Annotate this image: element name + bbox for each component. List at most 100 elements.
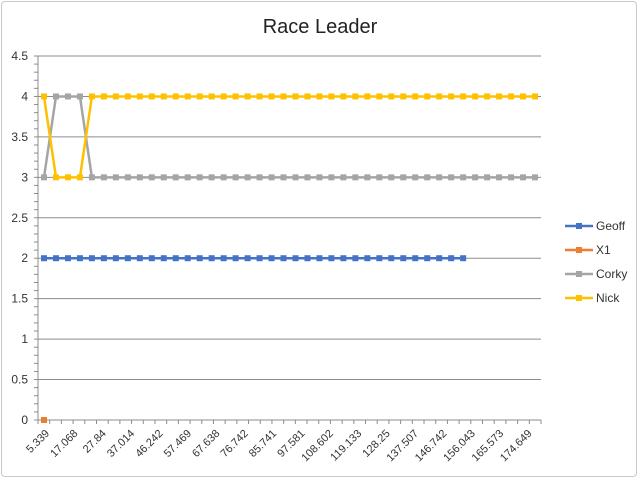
data-point [136,93,143,100]
data-point [268,255,275,262]
y-tick-label: 2.5 [11,211,28,225]
data-point [220,255,227,262]
data-point [64,93,71,100]
data-point [304,255,311,262]
data-point [136,174,143,181]
data-point [364,93,371,100]
data-point [41,174,47,181]
legend-swatch-marker [576,271,582,277]
legend-item: Corky [565,267,627,281]
series-x1 [41,417,47,423]
data-point [520,174,527,181]
data-point [316,93,323,100]
data-point [436,93,443,100]
data-point [112,93,119,100]
y-tick-label: 4.5 [11,49,28,63]
data-point [172,93,179,100]
data-point [412,93,419,100]
data-point [484,93,491,100]
data-point [508,174,515,181]
series-group [41,93,538,423]
data-point [244,93,251,100]
data-point [196,93,203,100]
data-point [268,93,275,100]
data-point [496,93,503,100]
data-point [508,93,515,100]
data-point [196,255,203,262]
data-point [160,255,167,262]
data-point [352,93,359,100]
data-point [364,174,371,181]
data-point [400,255,407,262]
legend-swatch-marker [576,295,582,301]
data-point [412,174,419,181]
data-point [376,174,383,181]
data-point [124,255,131,262]
data-point [388,174,395,181]
data-point [148,174,155,181]
x-tick-label: 76.742 [219,428,251,460]
data-point [316,255,323,262]
data-point [424,174,431,181]
data-point [244,174,251,181]
series-corky [41,93,538,181]
x-tick-label: 108.602 [299,428,336,465]
data-point [304,93,311,100]
legend-label: Nick [596,291,620,305]
x-tick-label: 119.133 [328,428,364,464]
legend-label: Geoff [596,219,626,233]
data-point [472,174,479,181]
data-point [184,93,191,100]
data-point [256,255,263,262]
data-point [76,174,83,181]
axes [37,56,542,424]
x-tick-label: 46.242 [133,428,165,460]
data-point [88,93,95,100]
data-point [112,174,119,181]
data-point [484,174,491,181]
data-point [124,93,131,100]
chart-title: Race Leader [263,16,378,38]
data-point [52,93,59,100]
x-tick-label: 67.638 [190,428,222,460]
data-point [388,255,395,262]
data-point [388,93,395,100]
y-tick-label: 0.5 [11,373,28,387]
data-point [64,255,71,262]
data-point [136,255,143,262]
legend-label: Corky [596,267,627,281]
data-point [436,255,443,262]
y-tick-label: 0 [21,413,28,427]
data-point [41,417,47,423]
data-point [160,174,167,181]
data-point [232,174,239,181]
x-tick-label: 37.014 [105,428,137,460]
y-axis-ticks: 0 0.5 1 1.5 2 2.5 3 3.5 4 4.5 [11,49,28,427]
data-point [412,255,419,262]
data-point [352,255,359,262]
data-point [256,93,263,100]
gridlines [34,55,541,421]
data-point [328,255,335,262]
data-point [208,174,215,181]
x-tick-label: 17.068 [48,428,80,460]
data-point [88,174,95,181]
data-point [100,93,107,100]
data-point [460,93,467,100]
data-point [172,174,179,181]
data-point [208,93,215,100]
data-point [280,255,287,262]
x-tick-label: 57.469 [162,428,194,460]
data-point [340,255,347,262]
data-point [124,174,131,181]
data-point [460,255,467,262]
data-point [76,93,83,100]
data-point [292,255,299,262]
data-point [340,93,347,100]
data-point [100,255,107,262]
legend-swatch-marker [576,247,582,253]
data-point [424,255,431,262]
